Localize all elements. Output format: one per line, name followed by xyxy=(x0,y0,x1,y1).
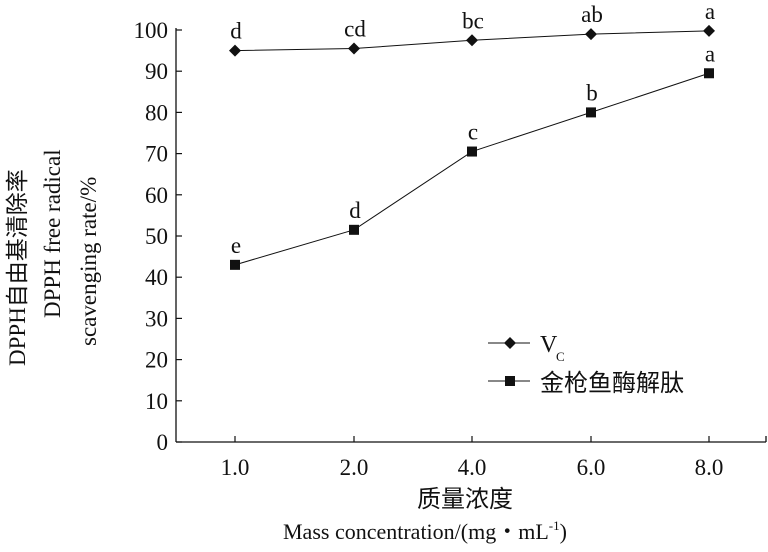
x-axis-label-sup: -1 xyxy=(549,518,560,533)
y-tick-label: 0 xyxy=(157,430,169,455)
x-axis-label-end: ) xyxy=(560,519,567,544)
y-tick-label: 30 xyxy=(145,306,168,331)
y-tick-label: 80 xyxy=(145,100,168,125)
x-tick-label: 8.0 xyxy=(695,455,724,480)
series-line-1 xyxy=(234,72,710,266)
data-label: d xyxy=(230,19,242,44)
data-label: d xyxy=(349,198,361,223)
data-point xyxy=(585,28,597,41)
legend-label-peptide: 金枪鱼酶解肽 xyxy=(540,370,684,397)
data-point xyxy=(466,34,478,47)
y-axis-label-en-1: DPPH free radical xyxy=(40,149,65,318)
data-label: ab xyxy=(581,2,603,27)
data-label: c xyxy=(468,120,478,145)
y-tick-label: 60 xyxy=(145,183,168,208)
data-point xyxy=(703,24,715,37)
y-tick-label: 10 xyxy=(145,389,168,414)
y-axis-label-en-2: scavenging rate/% xyxy=(76,176,101,346)
y-tick-label: 70 xyxy=(145,142,168,167)
data-point xyxy=(348,42,360,55)
data-point xyxy=(230,259,240,270)
data-point xyxy=(586,107,596,118)
y-axis-label-cn: DPPH自由基清除率 xyxy=(5,169,30,366)
data-point xyxy=(229,44,241,57)
data-point xyxy=(467,146,477,157)
x-axis-label-cn: 质量浓度 xyxy=(417,486,513,513)
legend-marker xyxy=(504,337,516,349)
x-tick-label: 2.0 xyxy=(340,455,369,480)
x-axis-label-en: Mass concentration/(mg・mL-1) xyxy=(283,518,567,544)
data-label: bc xyxy=(462,8,484,33)
y-tick-label: 50 xyxy=(145,224,168,249)
y-tick-label: 40 xyxy=(145,265,168,290)
y-tick-label: 20 xyxy=(145,348,168,373)
x-tick-label: 1.0 xyxy=(221,455,250,480)
data-label: a xyxy=(705,0,715,24)
data-label: a xyxy=(705,41,715,66)
legend-label-vc: V xyxy=(540,332,558,358)
data-label: b xyxy=(586,80,598,105)
data-label: e xyxy=(231,233,241,258)
y-tick-label: 100 xyxy=(134,18,169,43)
x-tick-label: 4.0 xyxy=(458,455,487,480)
legend-marker xyxy=(505,376,515,386)
x-tick-label: 6.0 xyxy=(577,455,606,480)
data-label: cd xyxy=(344,17,366,42)
data-point xyxy=(704,68,714,79)
legend-label-vc-sub: C xyxy=(556,349,565,364)
y-tick-label: 90 xyxy=(145,59,168,84)
data-point xyxy=(349,224,359,235)
